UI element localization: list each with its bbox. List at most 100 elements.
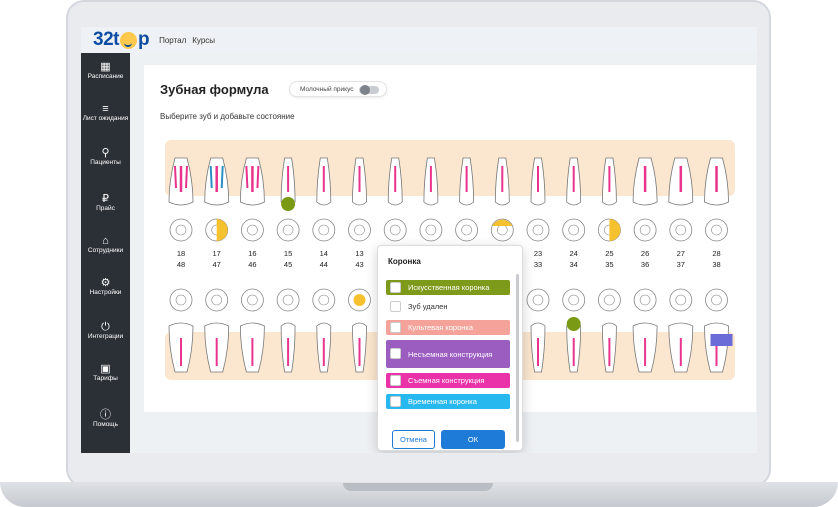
upper-surface-inner-0 [175, 224, 187, 236]
cancel-button[interactable]: Отмена [392, 430, 435, 449]
lower-surface-inner-3 [282, 294, 294, 306]
ok-button[interactable]: ОК [441, 430, 505, 449]
sidebar-item-2[interactable]: ⚲ Пациенты [81, 147, 130, 166]
upper-surface-0 [169, 218, 193, 242]
checkbox[interactable] [390, 396, 401, 407]
crown-option-1[interactable]: Зуб удален [386, 299, 510, 314]
checkbox[interactable] [390, 301, 401, 312]
upper-surface-4 [312, 218, 336, 242]
sidebar-item-7[interactable]: ▣ Тарифы [81, 363, 130, 382]
lower-tooth-number: 45 [283, 260, 293, 269]
lower-tooth-number: 37 [676, 260, 685, 269]
lower-surface-13 [633, 288, 657, 312]
upper-surface-inner-2 [247, 224, 258, 236]
upper-surface-15 [705, 218, 728, 242]
lower-tooth-number: 36 [640, 260, 650, 269]
lower-surface-inner-4 [318, 294, 330, 306]
upper-surface-inner-10 [532, 224, 544, 236]
upper-surface-inner-5 [354, 224, 365, 236]
lower-surface-10 [526, 288, 550, 312]
upper-surface-inner-3 [282, 224, 294, 236]
crown-option-0[interactable]: Искусственная коронка [386, 280, 510, 295]
sidebar-item-8[interactable]: ⓘ Помощь [81, 409, 130, 428]
filling-25 [609, 219, 621, 241]
logo[interactable]: 32t p [93, 29, 150, 51]
upper-surface-inner-15 [711, 224, 722, 236]
upper-surface-5 [348, 218, 371, 242]
upper-tooth-number: 24 [569, 249, 578, 258]
upper-tooth-number: 15 [283, 249, 293, 258]
bridge-marker-38 [710, 334, 733, 346]
crown-popup: Коронка Искусственная коронка Зуб удален К… [377, 245, 523, 451]
crown-option-5[interactable]: Временная коронка [386, 394, 510, 409]
sidebar-item-label: Сотрудники [87, 247, 124, 254]
lower-surface-inner-13 [639, 294, 651, 306]
sidebar-item-label: Пациенты [90, 159, 121, 166]
lower-surface-inner-15 [711, 294, 722, 306]
sidebar-item-label: Помощь [92, 421, 119, 428]
sidebar-item-4[interactable]: ⌂ Сотрудники [81, 235, 130, 254]
upper-surface-inner-7 [425, 224, 437, 236]
lower-tooth-number: 33 [533, 260, 543, 269]
checkbox[interactable] [390, 282, 401, 293]
lower-tooth-number: 35 [605, 260, 614, 269]
nav-link-courses[interactable]: Курсы [192, 35, 216, 45]
checkbox[interactable] [390, 348, 401, 359]
sidebar-item-label: Расписание [87, 73, 124, 80]
lower-surface-12 [597, 288, 621, 312]
sidebar-item-0[interactable]: ▦ Расписание [81, 61, 130, 80]
sidebar-item-label: Интеграции [87, 333, 124, 340]
filling-17 [216, 219, 228, 241]
toggle-switch[interactable] [359, 85, 379, 95]
main-content: Зубная формула Молочный прикус Выберите … [130, 53, 757, 453]
sidebar-item-label: Тарифы [93, 375, 118, 382]
lower-tooth-number: 38 [712, 260, 721, 269]
sidebar-item-3[interactable]: ₽ Прайс [81, 193, 130, 212]
top-bar: 32t p Портал Курсы [81, 27, 757, 53]
filling-43 [353, 294, 366, 306]
upper-canal-2 [245, 165, 260, 189]
primary-teeth-toggle[interactable]: Молочный прикус [289, 81, 387, 97]
upper-canal-1 [209, 165, 224, 189]
crown-marker-34 [566, 317, 581, 331]
checkbox[interactable] [390, 322, 401, 333]
upper-surface-11 [562, 218, 586, 242]
upper-surface-8 [455, 218, 479, 242]
crown-option-4[interactable]: Съемная конструкция [386, 373, 510, 388]
building-icon: ⌂ [102, 235, 109, 247]
lower-surface-1 [205, 288, 229, 312]
upper-surface-14 [669, 218, 693, 242]
option-label: Несъемная конструкция [408, 349, 493, 359]
nav-link-portal[interactable]: Портал [159, 35, 187, 45]
checkbox[interactable] [390, 375, 401, 386]
option-label: Искусственная коронка [408, 283, 490, 292]
ruble-icon: ₽ [102, 193, 109, 205]
popup-scrollbar[interactable] [516, 274, 519, 442]
sidebar-item-1[interactable]: ≡ Лист ожидания [81, 103, 130, 122]
upper-surface-inner-13 [639, 224, 651, 236]
sidebar-item-5[interactable]: ⚙ Настройки [81, 277, 130, 296]
filling-22 [492, 219, 513, 226]
sidebar-item-6[interactable]: ⏻ Интеграции [81, 321, 130, 340]
app-screen: 32t p Портал Курсы ▦ Расписание ≡ Лист ожид… [81, 27, 757, 453]
wallet-icon: ▣ [100, 363, 111, 375]
crown-option-2[interactable]: Культевая коронка [386, 320, 510, 335]
list-edit-icon: ≡ [102, 103, 109, 115]
lower-surface-0 [169, 288, 193, 312]
upper-surface-2 [241, 218, 264, 242]
lower-surface-inner-11 [568, 294, 580, 306]
upper-tooth-number: 17 [212, 249, 221, 258]
upper-surface-7 [419, 218, 443, 242]
laptop-notch [343, 483, 493, 491]
option-label: Зуб удален [408, 302, 448, 311]
upper-tooth-number: 13 [355, 249, 364, 258]
info-icon: ⓘ [100, 409, 111, 421]
lower-surface-inner-12 [604, 294, 615, 306]
upper-surface-inner-11 [568, 224, 580, 236]
crown-option-3[interactable]: Несъемная конструкция [386, 340, 510, 368]
lower-surface-3 [276, 288, 300, 312]
lower-surface-2 [241, 288, 264, 312]
option-label: Съемная конструкция [408, 376, 485, 385]
sidebar-item-label: Прайс [96, 205, 115, 212]
upper-tooth-number: 25 [605, 249, 614, 258]
